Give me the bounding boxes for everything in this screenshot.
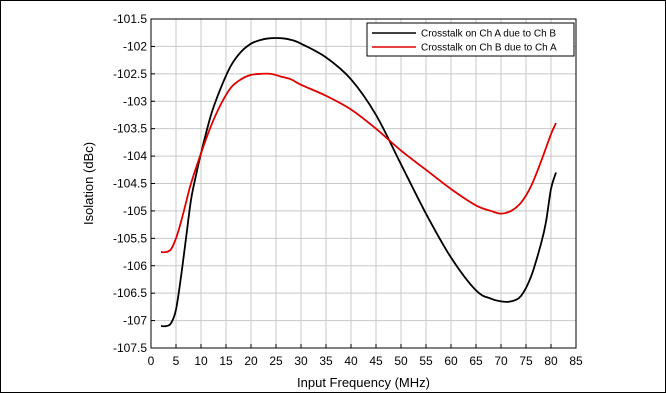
x-tick-label: 80 — [544, 354, 558, 368]
series-line-1 — [160, 72, 557, 254]
y-tick-label: -105 — [123, 204, 147, 218]
y-tick-label: -107 — [123, 314, 147, 328]
y-tick-label: -102 — [123, 39, 147, 53]
series-layer — [160, 37, 557, 328]
grid — [151, 19, 576, 348]
y-tick-label: -102.5 — [113, 67, 147, 81]
x-tick-label: 20 — [244, 354, 258, 368]
x-tick-label: 60 — [444, 354, 458, 368]
y-tick-label: -104 — [123, 149, 147, 163]
x-axis-ticks: 0 5 10 15 20 25 30 35 40 45 50 55 60 65 70 75 80 85 — [148, 344, 583, 368]
x-tick-label: 40 — [344, 354, 358, 368]
x-tick-label: 25 — [269, 354, 283, 368]
y-axis-title: Isolation (dBc) — [81, 142, 96, 225]
x-tick-label: 15 — [219, 354, 233, 368]
x-tick-label: 30 — [294, 354, 308, 368]
x-tick-label: 0 — [148, 354, 155, 368]
y-axis-ticks: -101.5 -102 -102.5 -103 -103.5 -104 -104.5 -105… — [113, 12, 155, 355]
y-tick-label: -103 — [123, 94, 147, 108]
y-tick-label: -106.5 — [113, 286, 147, 300]
x-tick-label: 45 — [369, 354, 383, 368]
x-axis-title: Input Frequency (MHz) — [297, 375, 430, 390]
y-tick-label: -105.5 — [113, 231, 147, 245]
x-tick-label: 65 — [469, 354, 483, 368]
legend-label-ch-a: Crosstalk on Ch A due to Ch B — [421, 29, 556, 40]
y-tick-label: -106 — [123, 259, 147, 273]
y-tick-label: -107.5 — [113, 341, 147, 355]
x-tick-label: 75 — [519, 354, 533, 368]
series-line-0 — [160, 37, 557, 328]
legend-label-ch-b: Crosstalk on Ch B due to Ch A — [421, 43, 557, 54]
x-tick-label: 55 — [419, 354, 433, 368]
legend-box — [366, 22, 575, 57]
x-tick-label: 5 — [173, 354, 180, 368]
x-tick-label: 85 — [569, 354, 583, 368]
x-tick-label: 35 — [319, 354, 333, 368]
y-tick-label: -101.5 — [113, 12, 147, 26]
legend: Crosstalk on Ch A due to Ch B Crosstalk … — [366, 22, 575, 57]
y-tick-label: -103.5 — [113, 122, 147, 136]
x-tick-label: 50 — [394, 354, 408, 368]
y-tick-label: -104.5 — [113, 177, 147, 191]
x-tick-label: 70 — [494, 354, 508, 368]
x-tick-label: 10 — [194, 354, 208, 368]
